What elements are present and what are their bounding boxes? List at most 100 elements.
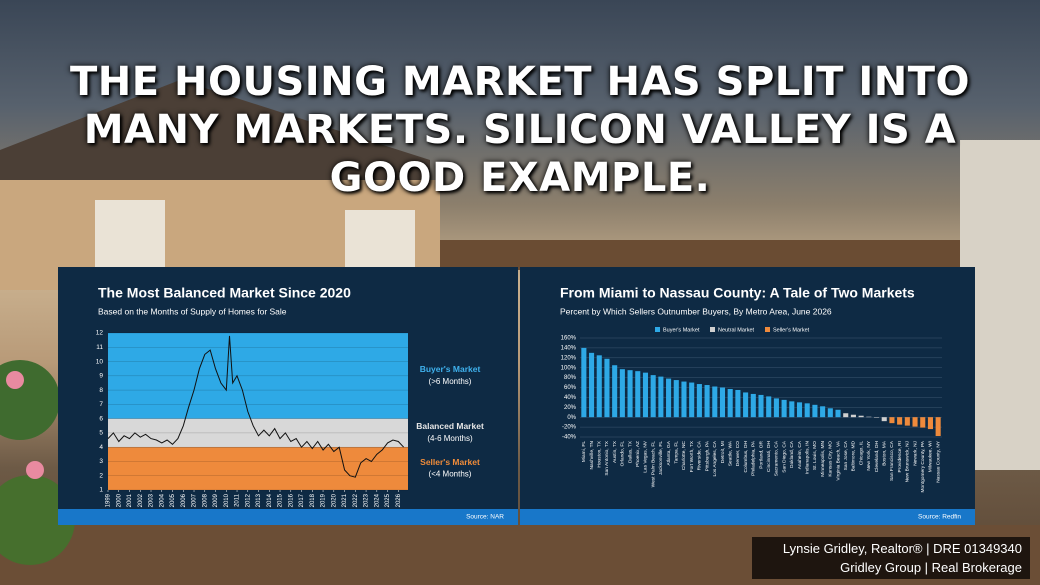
x-tick-label: 1999 (106, 493, 112, 507)
bar (735, 389, 741, 418)
legend-swatch (655, 327, 660, 332)
x-tick-label: 2008 (202, 493, 208, 507)
x-tick-label: 2005 (170, 493, 176, 507)
bar (796, 402, 803, 418)
x-tick-label: Chicago, IL (858, 441, 864, 466)
flower (26, 461, 44, 479)
x-tick-label: St. Louis, MO (812, 441, 818, 470)
source: Source: NAR (466, 514, 504, 521)
chart-subtitle: Percent by Which Sellers Outnumber Buyer… (560, 306, 832, 316)
x-tick-label: San Francisco, CA (889, 440, 895, 481)
y-tick-label: 120% (561, 355, 577, 361)
band-sublabel: (4-6 Months) (427, 434, 473, 443)
band (108, 447, 408, 490)
x-tick-label: Kansas City, MO (828, 441, 834, 477)
x-tick-label: Montgomery County, PA (920, 440, 926, 492)
y-tick-label: 1 (99, 487, 103, 494)
x-tick-label: Baltimore, MD (851, 440, 857, 471)
x-tick-label: 2006 (181, 493, 187, 507)
bar (881, 417, 887, 422)
bar (812, 404, 818, 418)
x-tick-label: Philadelphia, PA (751, 440, 757, 476)
bar (712, 386, 718, 418)
x-tick-label: 2009 (213, 493, 219, 507)
x-tick-label: Portland, OR (758, 440, 764, 468)
x-tick-label: Austin, TX (612, 440, 618, 463)
fence (440, 240, 1000, 270)
credit-line: Lynsie Gridley, Realtor® | DRE 01349340 (782, 541, 1022, 556)
x-tick-label: New York, NY (866, 440, 872, 470)
x-tick-label: 2011 (235, 493, 241, 507)
legend-label: Buyer's Market (663, 327, 700, 333)
band-label: Balanced Market (416, 421, 484, 431)
band-label: Buyer's Market (420, 364, 481, 374)
y-tick-label: -40% (562, 435, 577, 441)
bar (719, 387, 726, 418)
legend-label: Seller's Market (773, 327, 810, 333)
y-tick-label: 12 (96, 330, 104, 337)
bar (897, 417, 903, 425)
bar (689, 382, 695, 418)
bar (589, 352, 595, 418)
bar (704, 385, 710, 418)
x-tick-label: New Brunswick, NJ (905, 440, 911, 482)
x-tick-label: Cincinnati, OH (766, 440, 772, 471)
x-tick-label: San Diego, CA (781, 440, 787, 473)
bar (642, 372, 649, 418)
chart-subtitle: Based on the Months of Supply of Homes f… (98, 306, 287, 316)
x-tick-label: Houston, TX (597, 440, 603, 467)
x-tick-label: 2002 (138, 493, 144, 507)
x-tick-label: Miami, FL (581, 441, 587, 462)
x-tick-label: Los Angeles, CA (712, 440, 718, 476)
bar (681, 381, 687, 418)
y-tick-label: 9 (99, 373, 103, 380)
x-tick-label: Boston, MA (881, 440, 887, 466)
x-tick-label: 2018 (310, 493, 316, 507)
x-tick-label: 2021 (342, 493, 348, 507)
x-tick-label: Virginia Beach, VA (835, 440, 841, 480)
bar (820, 406, 826, 418)
y-tick-label: 5 (99, 430, 103, 437)
bar (743, 392, 749, 418)
y-tick-label: 80% (564, 375, 577, 381)
x-tick-label: 2026 (396, 493, 402, 507)
x-tick-label: 2025 (385, 493, 391, 507)
x-tick-label: 2020 (331, 493, 337, 507)
y-tick-label: 60% (564, 385, 577, 391)
data-line (107, 335, 405, 478)
bar (635, 371, 641, 418)
x-tick-label: 2015 (278, 493, 284, 507)
x-tick-label: Orlando, FL (620, 441, 626, 467)
x-tick-label: 2023 (364, 493, 370, 507)
bar (827, 408, 833, 418)
bar (920, 417, 926, 428)
x-tick-label: 2000 (116, 493, 122, 507)
bar (727, 388, 733, 418)
chart-title: The Most Balanced Market Since 2020 (98, 285, 351, 301)
y-tick-label: 7 (99, 401, 103, 408)
headline: THE HOUSING MARKET HAS SPLIT INTO MANY M… (69, 59, 970, 201)
bar (766, 396, 772, 418)
bar (927, 417, 933, 430)
x-tick-label: Riverside, CA (697, 440, 703, 470)
legend-label: Neutral Market (718, 327, 755, 333)
x-tick-label: Jacksonville, FL (658, 441, 664, 475)
x-tick-label: Fort Worth, TX (689, 440, 695, 472)
credit: Lynsie Gridley, Realtor® | DRE 01349340 … (752, 537, 1030, 579)
y-tick-label: 11 (96, 344, 103, 351)
y-tick-label: 40% (564, 395, 577, 401)
x-tick-label: Anaheim, CA (797, 440, 803, 469)
bar (935, 417, 941, 437)
band-sublabel: (>6 Months) (429, 377, 472, 386)
x-tick-label: Charlotte, NC (681, 440, 687, 470)
bar (627, 370, 633, 418)
y-tick-label: 100% (561, 365, 577, 371)
x-tick-label: 2013 (256, 493, 262, 507)
source: Source: Redfin (918, 514, 961, 521)
window (95, 200, 165, 270)
y-tick-label: 160% (561, 336, 577, 342)
chart-title: From Miami to Nassau County: A Tale of T… (560, 285, 915, 301)
x-tick-label: San Antonio, TX (604, 440, 610, 475)
x-tick-label: 2010 (224, 493, 230, 507)
